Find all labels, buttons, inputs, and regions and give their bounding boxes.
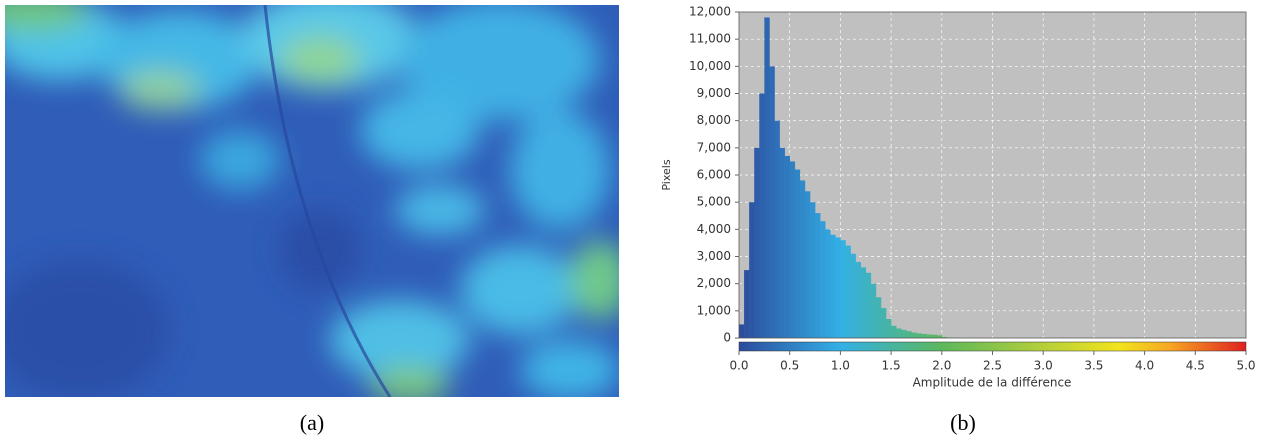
x-tick-label: 0.5 — [780, 359, 799, 373]
bar — [825, 229, 830, 338]
bar — [932, 335, 937, 338]
bar — [840, 240, 845, 338]
bar — [927, 334, 932, 338]
bar — [810, 202, 815, 338]
y-tick-label: 7,000 — [697, 140, 731, 154]
x-tick-label: 3.5 — [1084, 359, 1103, 373]
x-tick-label: 1.5 — [882, 359, 901, 373]
bar — [922, 334, 927, 338]
bar — [764, 17, 769, 338]
bar — [749, 202, 754, 338]
y-axis-label: Pixels — [660, 159, 673, 190]
y-tick-label: 3,000 — [697, 249, 731, 263]
bar — [937, 335, 942, 338]
bar — [805, 191, 810, 338]
bar — [896, 328, 901, 338]
x-tick-label: 2.0 — [932, 359, 951, 373]
y-tick-label: 10,000 — [689, 59, 731, 73]
bar — [906, 331, 911, 338]
y-tick-label: 12,000 — [689, 5, 731, 19]
bar — [916, 333, 921, 338]
bar — [845, 246, 850, 338]
bar — [851, 254, 856, 338]
x-tick-label: 2.5 — [983, 359, 1002, 373]
bar — [820, 221, 825, 338]
panel-label: (a) — [300, 410, 324, 435]
y-tick-label: 5,000 — [697, 195, 731, 209]
map-image — [0, 0, 630, 403]
bar — [911, 333, 916, 338]
bar — [835, 237, 840, 338]
bar — [881, 308, 886, 338]
bar — [774, 121, 779, 338]
y-tick-label: 0 — [723, 331, 731, 345]
bar — [886, 319, 891, 338]
bar — [769, 66, 774, 338]
bar — [901, 330, 906, 338]
bar — [754, 148, 759, 338]
bar — [856, 262, 861, 338]
bar — [759, 94, 764, 339]
bar — [744, 270, 749, 338]
panel-label: (b) — [950, 410, 976, 435]
bar — [785, 156, 790, 338]
y-tick-label: 11,000 — [689, 32, 731, 46]
x-tick-label: 4.0 — [1135, 359, 1154, 373]
y-tick-label: 8,000 — [697, 113, 731, 127]
x-tick-label: 0.0 — [729, 359, 748, 373]
x-tick-label: 1.0 — [831, 359, 850, 373]
x-axis-label: Amplitude de la différence — [913, 376, 1072, 390]
bar — [739, 324, 744, 338]
bar — [871, 284, 876, 338]
x-tick-label: 3.0 — [1034, 359, 1053, 373]
bar — [790, 161, 795, 338]
bar — [861, 267, 866, 338]
bar — [866, 273, 871, 338]
bar — [876, 297, 881, 338]
bar — [815, 213, 820, 338]
y-tick-label: 2,000 — [697, 276, 731, 290]
color-bar — [739, 342, 1246, 351]
bar — [800, 180, 805, 338]
y-tick-label: 6,000 — [697, 168, 731, 182]
bar — [830, 235, 835, 338]
y-tick-label: 9,000 — [697, 86, 731, 100]
bar — [780, 148, 785, 338]
x-tick-label: 5.0 — [1236, 359, 1255, 373]
x-tick-label: 4.5 — [1186, 359, 1205, 373]
y-tick-label: 4,000 — [697, 222, 731, 236]
bar — [795, 170, 800, 338]
bar — [891, 326, 896, 338]
y-tick-label: 1,000 — [697, 303, 731, 317]
